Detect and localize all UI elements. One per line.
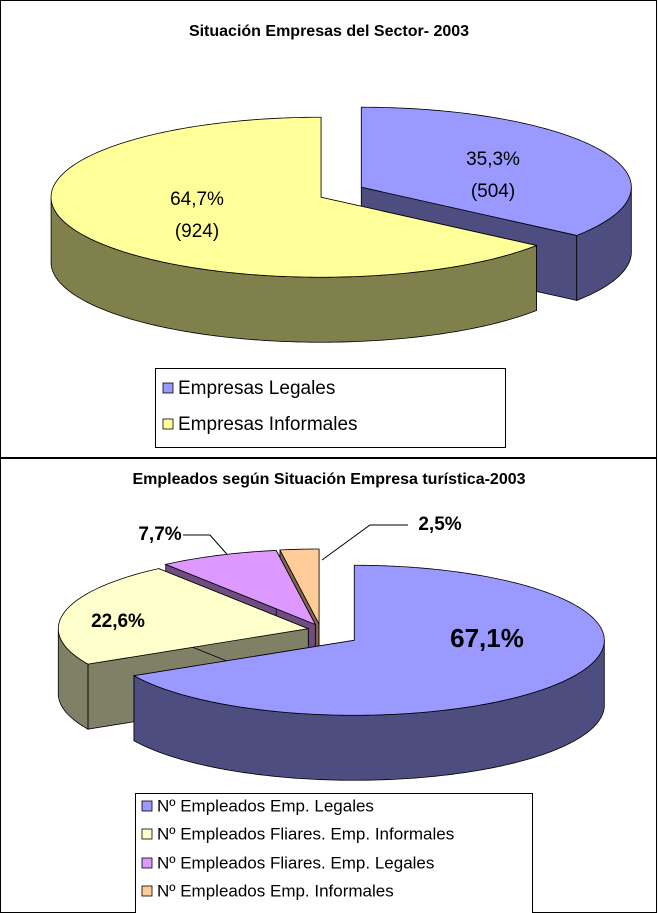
data-label: 7,7%	[138, 524, 181, 545]
slice	[164, 549, 317, 626]
data-label: (924)	[175, 221, 219, 242]
legend-swatch	[141, 800, 153, 812]
data-label: 2,5%	[418, 514, 461, 535]
leader-line	[321, 524, 408, 561]
legend-label: Nº Empleados Fliares. Emp. Informales	[157, 824, 454, 843]
slice	[360, 106, 632, 236]
legend-swatch	[141, 857, 153, 869]
data-label: (504)	[471, 181, 515, 202]
data-label: 67,1%	[450, 623, 524, 653]
legend-swatch	[141, 828, 153, 840]
legend-label: Empresas Legales	[178, 378, 335, 399]
legend	[135, 793, 533, 913]
data-label: 64,7%	[170, 189, 224, 210]
legend-swatch	[162, 418, 174, 430]
chart-title: Situación Empresas del Sector- 2003	[189, 23, 469, 40]
chart-title: Empleados según Situación Empresa turíst…	[132, 471, 525, 488]
legend-label: Empresas Informales	[178, 414, 358, 435]
legend	[155, 368, 506, 448]
slice	[50, 116, 538, 278]
slice	[132, 564, 605, 716]
legend-label: Nº Empleados Emp. Legales	[157, 796, 374, 815]
slice	[57, 568, 310, 665]
legend-label: Nº Empleados Fliares. Emp. Legales	[157, 853, 434, 872]
data-label: 22,6%	[91, 611, 145, 632]
legend-label: Nº Empleados Emp. Informales	[157, 881, 394, 900]
slice	[279, 548, 320, 625]
legend-swatch	[141, 885, 153, 897]
data-label: 35,3%	[466, 149, 520, 170]
leader-line	[183, 534, 233, 561]
legend-swatch	[162, 382, 174, 394]
